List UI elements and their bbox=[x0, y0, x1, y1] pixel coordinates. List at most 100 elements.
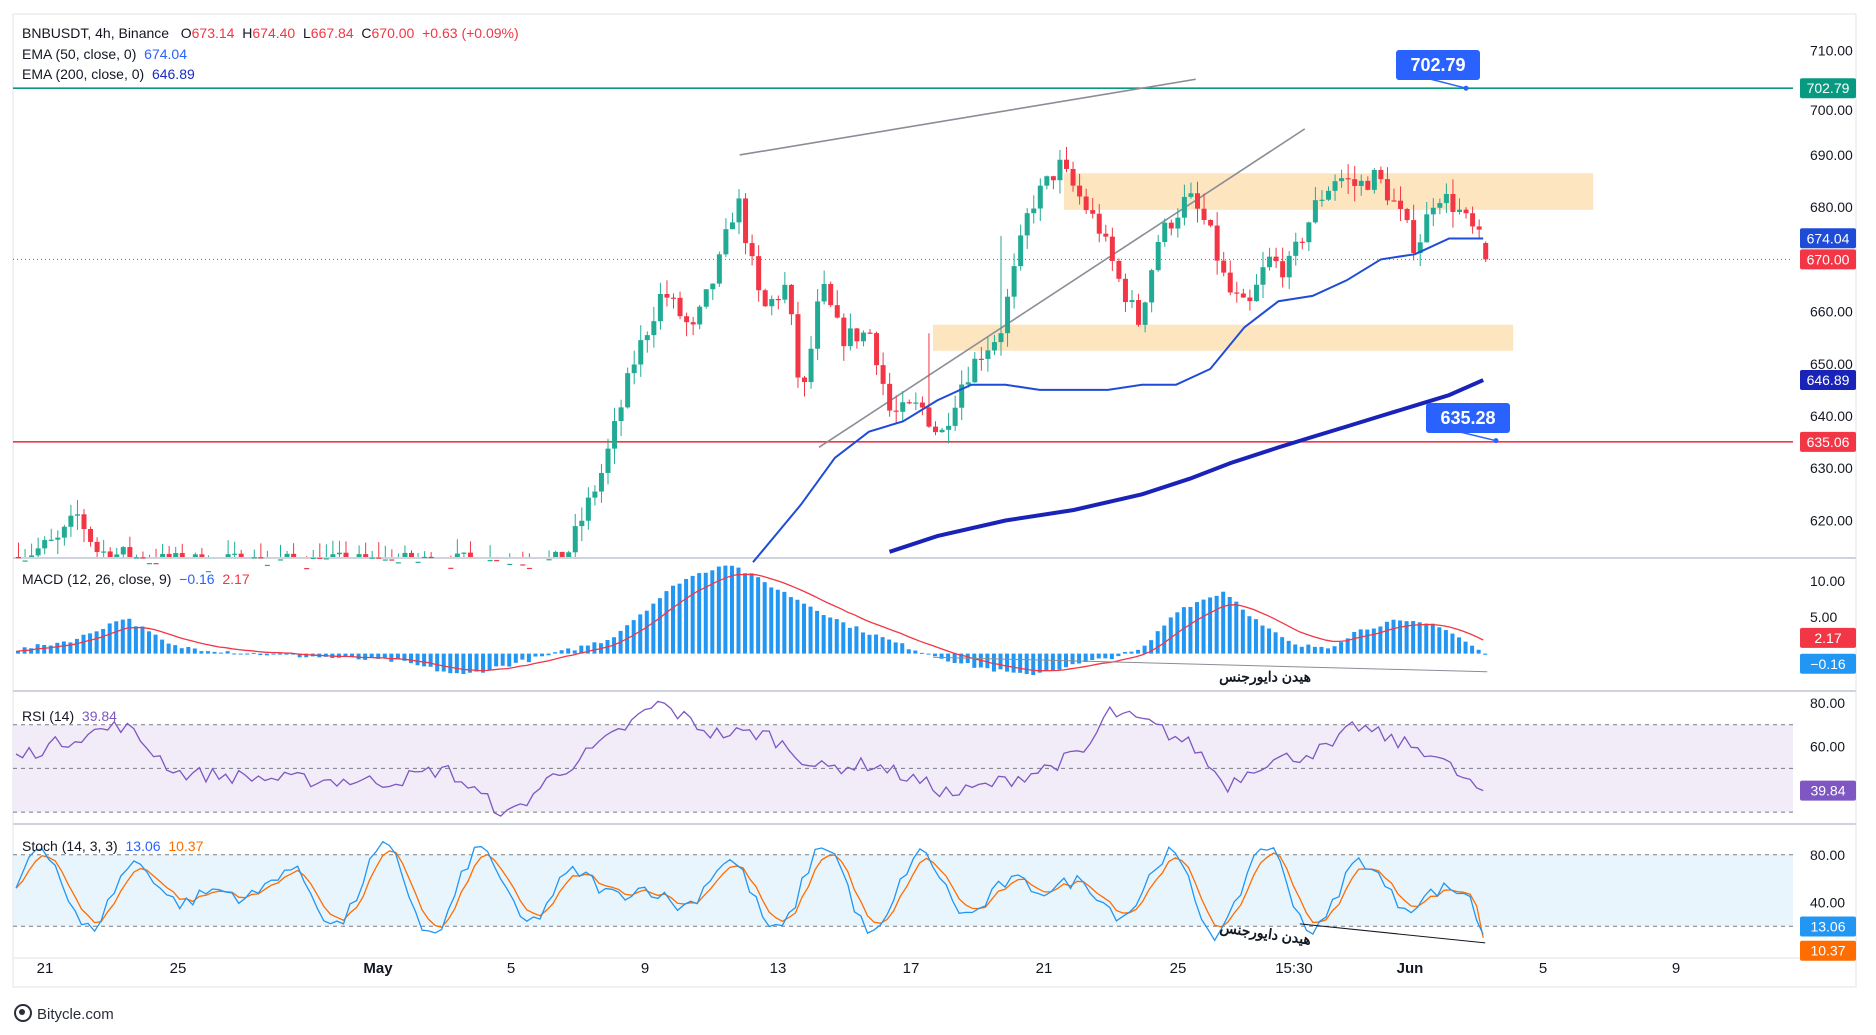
candle-body bbox=[415, 561, 421, 563]
candle-body bbox=[939, 429, 945, 433]
candle-body bbox=[343, 552, 349, 557]
candle-body bbox=[336, 552, 342, 555]
macd-histogram-bar bbox=[251, 652, 256, 654]
candle-body bbox=[1457, 209, 1462, 212]
candle-body bbox=[310, 557, 316, 559]
candle-body bbox=[42, 540, 48, 549]
macd-histogram-bar bbox=[402, 653, 407, 661]
candle-body bbox=[919, 402, 925, 408]
candle-body bbox=[35, 548, 41, 556]
macd-histogram-bar bbox=[1077, 653, 1082, 664]
macd-histogram-bar bbox=[1122, 651, 1127, 654]
macd-histogram-bar bbox=[762, 582, 767, 654]
candle-body bbox=[1057, 159, 1063, 181]
symbol-label[interactable]: BNBUSDT, 4h, Binance bbox=[22, 25, 170, 41]
rsi-legend[interactable]: RSI (14) 39.84 bbox=[22, 708, 117, 724]
price-tag-label: 670.00 bbox=[1807, 251, 1850, 267]
candle-body bbox=[860, 332, 866, 342]
macd-histogram-bar bbox=[336, 653, 341, 658]
candle-body bbox=[114, 554, 120, 557]
macd-histogram-bar bbox=[461, 653, 466, 674]
macd-tick-label: 5.00 bbox=[1810, 609, 1837, 625]
rsi-line bbox=[15, 700, 1484, 817]
support-zone bbox=[933, 324, 1514, 351]
macd-histogram-bar bbox=[500, 653, 505, 666]
macd-legend[interactable]: MACD (12, 26, close, 9) −0.16 2.17 bbox=[22, 571, 250, 587]
candle-body bbox=[991, 342, 997, 351]
callout-702-anchor bbox=[1463, 85, 1469, 91]
macd-histogram-bar bbox=[847, 627, 852, 654]
stoch-k-tag-label: 13.06 bbox=[1810, 918, 1845, 934]
candle-body bbox=[1208, 219, 1214, 226]
time-axis: 21 25 May 5 9 13 17 21 25 15:30 Jun 5 9 bbox=[37, 960, 1681, 977]
candle-body bbox=[251, 557, 257, 559]
candle-body bbox=[382, 559, 388, 561]
candle-body bbox=[782, 284, 788, 300]
macd-histogram-bar bbox=[48, 645, 53, 654]
candle-body bbox=[526, 567, 532, 570]
macd-histogram-bar bbox=[867, 634, 872, 654]
macd-histogram-bar bbox=[815, 610, 820, 654]
macd-histogram-bar bbox=[1090, 653, 1095, 661]
candle-body bbox=[140, 557, 146, 559]
macd-histogram-bar bbox=[1450, 633, 1455, 654]
macd-histogram-bar bbox=[743, 573, 748, 654]
macd-histogram-bar bbox=[179, 648, 184, 654]
candle-body bbox=[369, 557, 375, 559]
macd-signal-tag-label: 2.17 bbox=[1814, 630, 1841, 646]
macd-histogram-bar bbox=[1371, 628, 1376, 654]
macd-histogram-bar bbox=[29, 648, 34, 654]
candle-body bbox=[1286, 255, 1292, 278]
candle-body bbox=[900, 402, 906, 412]
macd-histogram-bar bbox=[363, 653, 368, 660]
candle-body bbox=[638, 340, 644, 365]
macd-histogram-bar bbox=[1443, 630, 1448, 654]
candle-body bbox=[926, 407, 932, 427]
macd-histogram-bar bbox=[1293, 644, 1298, 654]
candle-body bbox=[651, 321, 657, 336]
rsi-pane: 80.00 60.00 39.84 bbox=[13, 695, 1856, 817]
candle-body bbox=[1280, 261, 1286, 278]
candle-body bbox=[461, 552, 467, 554]
candle-body bbox=[101, 551, 107, 553]
candle-body bbox=[1253, 284, 1259, 302]
candle-body bbox=[1090, 210, 1096, 214]
macd-histogram-bar bbox=[991, 653, 996, 672]
macd-histogram-bar bbox=[369, 653, 374, 658]
candle-body bbox=[1417, 242, 1423, 253]
time-tick-label: 13 bbox=[770, 960, 787, 977]
macd-histogram-bar bbox=[566, 648, 571, 654]
candle-body bbox=[559, 551, 565, 557]
candle-body bbox=[1201, 208, 1207, 220]
stoch-legend[interactable]: Stoch (14, 3, 3) 13.06 10.37 bbox=[22, 838, 203, 854]
macd-histogram-bar bbox=[769, 587, 774, 654]
footer-brand[interactable]: Bitycle.com bbox=[14, 1004, 114, 1023]
macd-histogram-bar bbox=[395, 653, 400, 660]
ohlc-open: O673.14 bbox=[180, 25, 235, 41]
candle-body bbox=[317, 557, 323, 559]
macd-histogram-bar bbox=[513, 653, 518, 663]
macd-histogram-bar bbox=[553, 652, 558, 654]
rsi-label: RSI (14) bbox=[22, 708, 75, 724]
ema50-legend[interactable]: EMA (50, close, 0) 674.04 bbox=[22, 46, 187, 62]
candle-body bbox=[363, 554, 369, 557]
candle-body bbox=[690, 322, 696, 325]
candle-body bbox=[946, 425, 952, 430]
candle-body bbox=[677, 297, 683, 317]
candle-body bbox=[1149, 270, 1155, 303]
macd-histogram-bar bbox=[697, 573, 702, 654]
candle-body bbox=[1162, 222, 1168, 243]
macd-histogram-bar bbox=[1083, 653, 1088, 662]
macd-histogram-bar bbox=[1240, 609, 1245, 654]
macd-histogram-bar bbox=[802, 603, 806, 654]
candle-body bbox=[723, 229, 729, 255]
candle-body bbox=[147, 563, 152, 565]
macd-histogram-bar bbox=[723, 565, 728, 654]
macd-histogram-bar bbox=[120, 619, 125, 654]
ema200-legend[interactable]: EMA (200, close, 0) 646.89 bbox=[22, 66, 195, 82]
macd-histogram-bar bbox=[1149, 640, 1154, 654]
macd-histogram-bar bbox=[264, 653, 269, 656]
candle-body bbox=[815, 301, 821, 349]
candle-body bbox=[1096, 213, 1102, 234]
